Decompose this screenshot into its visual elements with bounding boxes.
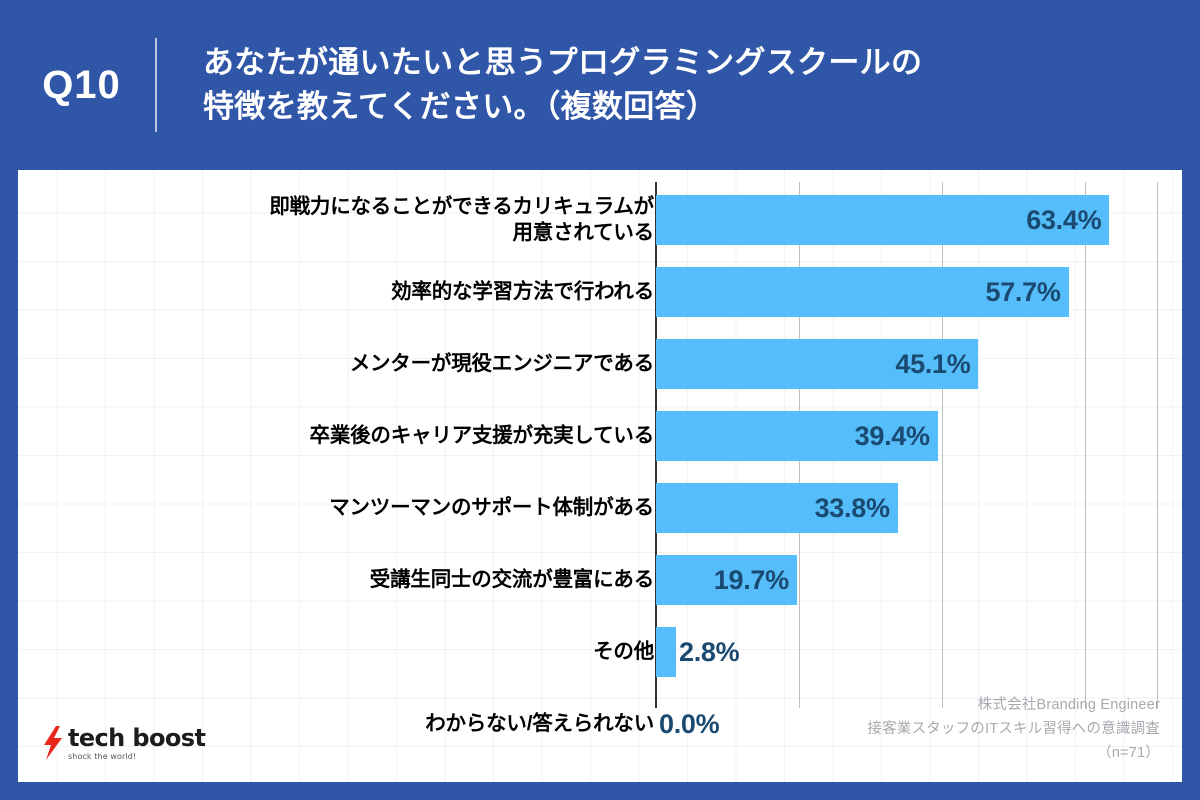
chart-row: 卒業後のキャリア支援が充実している 39.4%: [18, 400, 1182, 472]
bar-value-label: 45.1%: [895, 348, 971, 379]
category-label: マンツーマンのサポート体制がある: [329, 496, 654, 520]
category-label: 受講生同士の交流が豊富にある: [369, 568, 654, 592]
bar[interactable]: [656, 483, 898, 533]
gridline-70: [1156, 182, 1158, 708]
bar-container: 19.7%: [656, 544, 1182, 616]
chart-row: 受講生同士の交流が豊富にある 19.7%: [18, 544, 1182, 616]
question-number: Q10: [42, 63, 121, 107]
bar-value-label: 19.7%: [713, 564, 789, 595]
bar-value-label: 39.4%: [854, 420, 930, 451]
bar[interactable]: [656, 555, 797, 605]
gridline-60: [1085, 182, 1086, 708]
bar-container: 33.8%: [656, 472, 1182, 544]
header-divider: [155, 38, 157, 132]
bar-value-label: 2.8%: [679, 636, 740, 667]
category-label: わからない/答えられない: [425, 712, 654, 736]
bar-value-label: 0.0%: [659, 708, 720, 739]
value-axis-line: [655, 182, 657, 708]
bar[interactable]: [656, 339, 979, 389]
bar-container: 57.7%: [656, 256, 1182, 328]
question-title: あなたが通いたいと思うプログラミングスクールの 特徴を教えてください。（複数回答…: [157, 41, 1200, 129]
logo-tagline: shock the world!: [68, 751, 137, 761]
category-label: メンターが現役エンジニアである: [349, 352, 654, 376]
bar-chart: 即戦力になることができるカリキュラムが 用意されている 63.4% 効率的な学習方法…: [18, 170, 1182, 782]
bar-container: 0.0%: [656, 688, 1182, 760]
bar[interactable]: [656, 195, 1110, 245]
logo-wordmark: tech boost: [68, 723, 206, 752]
category-label: 効率的な学習方法で行われる: [391, 280, 654, 304]
bar[interactable]: [656, 267, 1069, 317]
bar-container: 2.8%: [656, 616, 1182, 688]
gridline-40: [942, 182, 943, 708]
bar[interactable]: [656, 411, 938, 461]
bar-value-label: 33.8%: [814, 492, 890, 523]
bar-container: 39.4%: [656, 400, 1182, 472]
bar-value-label: 63.4%: [1026, 204, 1102, 235]
bar-container: 63.4%: [656, 184, 1182, 256]
chart-row: 効率的な学習方法で行われる 57.7%: [18, 256, 1182, 328]
category-label: その他: [593, 640, 654, 664]
lightning-bolt-icon: [44, 726, 62, 760]
source-survey: 接客業スタッフのITスキル習得への意識調査: [867, 721, 1160, 738]
category-label: 卒業後のキャリア支援が充実している: [309, 424, 655, 448]
chart-row: わからない/答えられない 0.0%: [18, 688, 1182, 760]
bar-container: 45.1%: [656, 328, 1182, 400]
chart-row: その他 2.8%: [18, 616, 1182, 688]
question-header: Q10 あなたが通いたいと思うプログラミングスクールの 特徴を教えてください。（…: [0, 0, 1200, 170]
chart-row: メンターが現役エンジニアである 45.1%: [18, 328, 1182, 400]
chart-row: 即戦力になることができるカリキュラムが 用意されている 63.4%: [18, 184, 1182, 256]
tech-boost-logo: tech boost shock the world!: [42, 722, 206, 764]
source-note: 株式会社Branding Engineer 接客業スタッフのITスキル習得への意…: [867, 694, 1160, 766]
source-sample-size: （n=71）: [1097, 745, 1160, 762]
category-label: 即戦力になることができるカリキュラムが 用意されている: [269, 195, 654, 244]
chart-row: マンツーマンのサポート体制がある 33.8%: [18, 472, 1182, 544]
question-line-2: 特徴を教えてください。（複数回答）: [203, 89, 718, 124]
bar-value-label: 57.7%: [985, 276, 1061, 307]
source-company: 株式会社Branding Engineer: [977, 697, 1160, 714]
bar[interactable]: [656, 627, 677, 677]
logo-text: tech boost shock the world!: [68, 723, 206, 761]
chart-panel: 即戦力になることができるカリキュラムが 用意されている 63.4% 効率的な学習方法…: [18, 170, 1182, 782]
question-line-1: あなたが通いたいと思うプログラミングスクールの: [203, 44, 923, 80]
